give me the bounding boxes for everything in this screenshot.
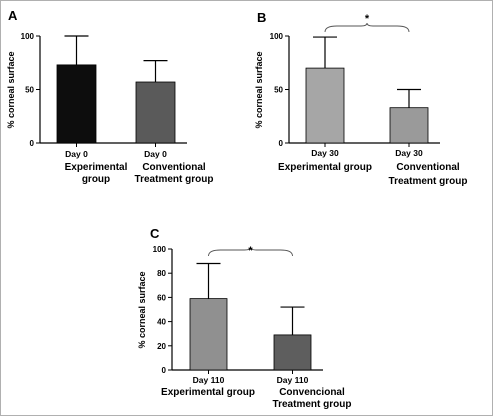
y-tick-label: 0 [162, 366, 167, 375]
y-tick-label: 80 [157, 269, 166, 278]
bar [189, 298, 228, 371]
y-axis-label: % corneal surface [254, 51, 264, 128]
significance-marker: * [248, 245, 253, 257]
significance-marker: * [365, 13, 370, 25]
y-tick-label: 50 [25, 86, 34, 95]
group-label: Treatment group [135, 174, 214, 185]
group-label: group [82, 174, 110, 185]
significance-bracket [208, 246, 293, 257]
panel-label: B [257, 10, 266, 25]
bar [135, 81, 176, 144]
bar [305, 67, 345, 144]
x-tick-label: Day 0 [65, 149, 88, 159]
chart-panel-b: B % corneal surface 0 50 100 Day 30 Experiment… [254, 10, 467, 187]
y-tick-label: 50 [274, 86, 283, 95]
group-label: Convencional [279, 387, 345, 398]
x-tick-label: Day 0 [144, 149, 167, 159]
x-tick-label: Day 110 [193, 375, 225, 385]
bar [56, 64, 97, 144]
y-tick-label: 0 [30, 139, 35, 148]
group-label: Experimental group [161, 387, 255, 398]
panel-label: C [150, 226, 160, 241]
y-axis-label: % corneal surface [137, 271, 147, 348]
panel-label: A [8, 8, 18, 23]
chart-panel-a: A % corneal surface 0 50 100 Day 0 Experimenta… [6, 8, 213, 185]
group-label: Conventional [396, 162, 460, 173]
y-axis-label: % corneal surface [6, 51, 16, 128]
y-tick-label: 0 [279, 139, 284, 148]
group-label: Conventional [142, 162, 206, 173]
y-tick-label: 100 [153, 245, 167, 254]
chart-panel-c: C % corneal surface 0 20 40 60 80 100 Day 110 Exp… [137, 226, 351, 410]
group-label: Experimental [65, 162, 128, 173]
x-tick-label: Day 30 [395, 148, 423, 158]
group-label: Treatment group [273, 399, 352, 410]
y-tick-label: 100 [21, 32, 35, 41]
group-label: Experimental group [278, 162, 372, 173]
y-tick-label: 100 [270, 32, 284, 41]
bar [273, 334, 312, 371]
y-tick-label: 40 [157, 318, 166, 327]
significance-bracket [324, 22, 410, 33]
y-tick-label: 60 [157, 293, 166, 302]
x-tick-label: Day 30 [311, 148, 339, 158]
group-label: Treatment group [389, 176, 468, 187]
bar [389, 107, 429, 144]
x-tick-label: Day 110 [277, 375, 309, 385]
y-tick-label: 20 [157, 342, 166, 351]
